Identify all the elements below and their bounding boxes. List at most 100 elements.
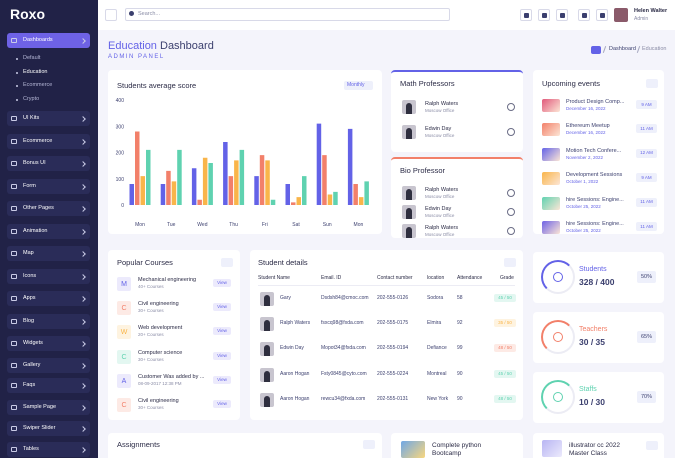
course-name[interactable]: Web development (138, 325, 183, 332)
percent-badge (637, 271, 656, 283)
bar (322, 155, 327, 205)
submenu-item[interactable]: Education (23, 68, 48, 75)
filter-button[interactable] (344, 81, 373, 90)
more-button[interactable] (646, 79, 658, 88)
menu-item[interactable] (7, 378, 90, 393)
professor-name[interactable]: Ralph Waters (425, 101, 459, 107)
menu-item[interactable] (7, 134, 90, 149)
apps-button[interactable] (105, 9, 117, 21)
topbar-icon-button[interactable] (520, 9, 532, 21)
column-header: Grade (500, 275, 514, 281)
menu-item[interactable] (7, 111, 90, 126)
event-name[interactable]: Product Design Comp... (566, 99, 625, 105)
submenu-item[interactable]: Crypto (23, 96, 40, 103)
course-name[interactable]: Customer Was added by ... (138, 373, 205, 380)
menu-label: Map (23, 250, 34, 256)
view-button[interactable] (213, 400, 231, 408)
bar (327, 194, 333, 205)
course-detail: 40+ Courses (138, 284, 164, 289)
menu-item[interactable] (7, 201, 90, 216)
course-name[interactable]: Computer science (138, 349, 183, 356)
home-icon[interactable] (591, 46, 601, 54)
view-label[interactable]: View (217, 376, 227, 382)
topbar-icon-button[interactable] (538, 9, 550, 21)
bar (285, 184, 290, 205)
menu-item[interactable] (7, 291, 90, 306)
submenu-item[interactable]: Ecommerce (23, 82, 53, 89)
view-label[interactable]: View (217, 304, 227, 310)
menu-item[interactable] (7, 246, 90, 261)
submenu-dot (16, 58, 18, 60)
menu-item[interactable] (7, 156, 90, 171)
course-name[interactable]: Mechanical engineering (138, 277, 197, 283)
menu-item[interactable] (7, 358, 90, 373)
view-label[interactable]: View (217, 352, 227, 358)
view-button[interactable] (213, 351, 231, 360)
radio-button[interactable] (507, 208, 515, 216)
event-name[interactable]: Ethereum Meetup (566, 123, 610, 130)
event-name[interactable]: hire Sessions: Engine... (566, 221, 624, 227)
more-button[interactable] (363, 440, 375, 449)
topbar-icon-button[interactable] (596, 9, 608, 21)
menu-label: Ecommerce (23, 138, 53, 144)
search-box[interactable] (125, 8, 450, 21)
grade-badge (494, 394, 516, 403)
topbar-icon-button[interactable] (556, 9, 568, 21)
course-title[interactable]: illustrator cc 2022 Master Class (569, 442, 620, 458)
menu-item[interactable] (7, 442, 90, 457)
more-button[interactable] (504, 258, 516, 267)
user-avatar (614, 8, 628, 22)
view-button[interactable] (213, 327, 231, 336)
course-letter: C (121, 402, 127, 409)
course-title[interactable]: Complete python Bootcamp (432, 442, 482, 458)
menu-item[interactable] (7, 224, 90, 239)
topbar-icon-button[interactable] (578, 9, 590, 21)
breadcrumb-item[interactable]: Dashboard (609, 46, 636, 52)
course-name[interactable]: Civil engineering (138, 301, 179, 308)
table-cell: 202-555-0224 (377, 370, 409, 377)
professor-name[interactable]: Edwin Day (425, 126, 452, 132)
radio-button[interactable] (507, 103, 515, 111)
view-label[interactable]: View (217, 401, 227, 406)
submenu-item[interactable]: Default (23, 55, 41, 61)
card-title: Upcoming events (542, 79, 600, 88)
more-button[interactable] (646, 441, 658, 450)
course-name[interactable]: Civil engineering (138, 398, 179, 404)
menu-item[interactable] (7, 269, 90, 284)
menu-item[interactable] (7, 421, 90, 436)
professor-name[interactable]: Ralph Waters (425, 225, 459, 231)
view-label[interactable]: View (217, 328, 227, 334)
menu-item[interactable] (7, 314, 90, 329)
menu-icon (11, 229, 17, 234)
event-name[interactable]: Development Sessions (566, 172, 623, 179)
menu-label: Tables (23, 446, 39, 452)
radio-button[interactable] (507, 227, 515, 235)
menu-label: Blog (23, 318, 35, 324)
table-cell: Ralph Waters (280, 320, 311, 327)
grade-badge (494, 344, 516, 353)
view-button[interactable] (213, 303, 231, 312)
bar (333, 191, 338, 205)
x-tick-label: Mon (135, 222, 145, 228)
course-thumbnail (401, 441, 425, 458)
event-date: October 25, 2022 (566, 228, 601, 233)
view-label[interactable]: View (217, 280, 227, 285)
view-button[interactable] (213, 375, 231, 384)
professor-name[interactable]: Edwin Day (425, 206, 452, 212)
event-name[interactable]: Motion Tech Confere... (566, 147, 622, 154)
view-button[interactable] (213, 279, 231, 287)
event-name[interactable]: hire Sessions: Engine... (566, 196, 624, 203)
more-button[interactable] (221, 258, 233, 267)
menu-item[interactable] (7, 33, 90, 48)
breadcrumb-separator (636, 46, 641, 53)
bar (208, 163, 213, 205)
radio-button[interactable] (507, 189, 515, 197)
radio-button[interactable] (507, 128, 515, 136)
professor-name[interactable]: Ralph Waters (425, 187, 459, 193)
menu-item[interactable] (7, 400, 90, 415)
topbar-icon (523, 12, 529, 18)
menu-item[interactable] (7, 179, 90, 194)
menu-item[interactable] (7, 336, 90, 351)
progress-ring (541, 380, 575, 414)
